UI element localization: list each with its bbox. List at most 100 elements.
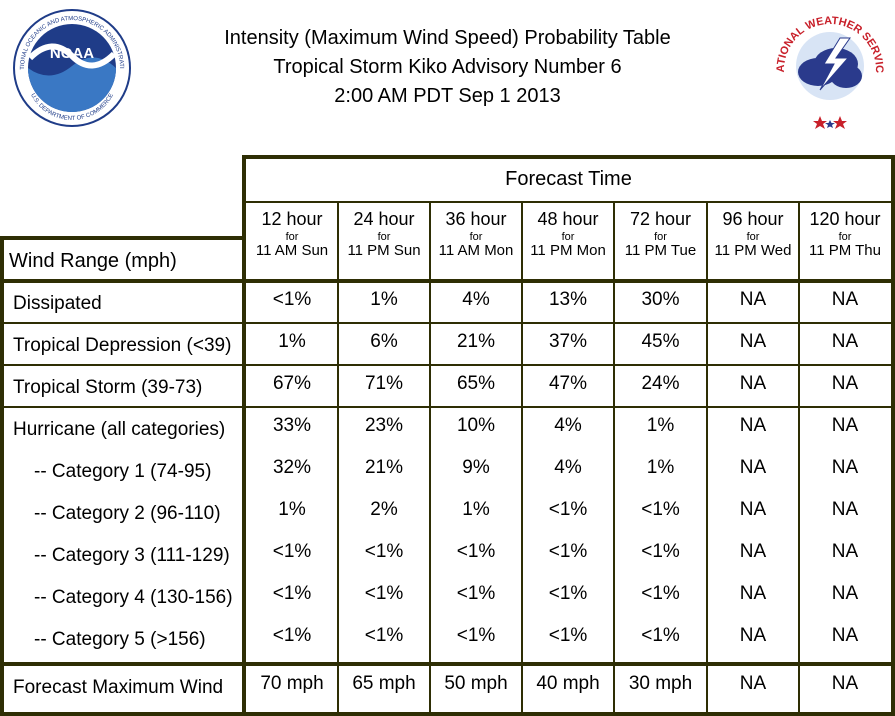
table-cell: NA xyxy=(831,373,859,394)
table-cell: 4% xyxy=(554,415,582,436)
table-cell: NA xyxy=(831,625,859,646)
column-divider xyxy=(429,203,431,716)
label-column-border xyxy=(242,155,246,716)
table-cell: <1% xyxy=(456,583,496,604)
table-cell: <1% xyxy=(364,583,404,604)
star-icon xyxy=(813,116,827,129)
row-label: -- Category 5 (>156) xyxy=(34,629,206,650)
table-cell: 65 mph xyxy=(352,673,416,694)
star-icon xyxy=(825,120,835,128)
table-cell: 10% xyxy=(456,415,496,436)
column-hour: 72 hour xyxy=(629,209,692,229)
column-header: 48 hour for 11 PM Mon xyxy=(522,207,614,259)
star-icon xyxy=(833,116,847,129)
table-cell: 30 mph xyxy=(628,673,693,694)
column-time: 11 PM Mon xyxy=(530,242,606,259)
table-cell: <1% xyxy=(272,289,312,310)
row-label: -- Category 2 (96-110) xyxy=(34,503,221,524)
table-cell: NA xyxy=(739,541,767,562)
column-for: for xyxy=(838,231,852,243)
table-border-bottom xyxy=(0,712,895,716)
table-cell: 2% xyxy=(370,499,398,520)
row-label: Tropical Storm (39-73) xyxy=(13,377,203,398)
column-time: 11 PM Sun xyxy=(347,242,421,259)
table-cell: <1% xyxy=(641,625,680,646)
column-hour: 96 hour xyxy=(722,209,784,229)
column-time: 11 PM Thu xyxy=(809,242,881,259)
table-cell: 30% xyxy=(641,289,680,310)
table-cell: 37% xyxy=(548,331,588,352)
table-cell: 6% xyxy=(370,331,398,352)
row-label: Hurricane (all categories) xyxy=(13,419,226,440)
column-header: 96 hour for 11 PM Wed xyxy=(707,207,799,259)
table-cell: 24% xyxy=(641,373,680,394)
row-divider xyxy=(0,406,895,408)
column-header: 72 hour for 11 PM Tue xyxy=(614,207,707,259)
table-cell: 23% xyxy=(364,415,404,436)
row-label: Forecast Maximum Wind xyxy=(13,677,224,698)
table-cell: NA xyxy=(831,541,859,562)
wind-range-header: Wind Range (mph) xyxy=(9,249,177,272)
table-cell: NA xyxy=(831,415,859,436)
title-line-2: Tropical Storm Kiko Advisory Number 6 xyxy=(273,56,622,78)
column-hour: 36 hour xyxy=(445,209,507,229)
column-hour: 120 hour xyxy=(809,209,881,229)
column-divider xyxy=(706,203,708,716)
table-cell: 1% xyxy=(278,331,306,352)
column-divider xyxy=(613,203,615,716)
table-cell: NA xyxy=(831,673,859,694)
row-label: Tropical Depression (<39) xyxy=(13,335,232,356)
column-for: for xyxy=(285,231,299,243)
column-for: for xyxy=(561,231,575,243)
table-cell: 4% xyxy=(462,289,490,310)
table-cell: NA xyxy=(831,499,859,520)
table-cell: NA xyxy=(831,289,859,310)
title-line-3: 2:00 AM PDT Sep 1 2013 xyxy=(334,85,561,107)
table-cell: <1% xyxy=(272,541,312,562)
table-cell: NA xyxy=(739,499,767,520)
table-cell: <1% xyxy=(548,583,588,604)
table-cell: 50 mph xyxy=(444,673,508,694)
table-cell: NA xyxy=(739,673,767,694)
row-header-border-top xyxy=(0,236,246,240)
table-cell: <1% xyxy=(548,499,588,520)
column-header: 12 hour for 11 AM Sun xyxy=(246,207,338,259)
column-for: for xyxy=(469,231,483,243)
table-cell: <1% xyxy=(641,541,680,562)
table-cell: <1% xyxy=(364,541,404,562)
column-time: 11 AM Sun xyxy=(255,242,329,259)
header-divider xyxy=(244,201,895,203)
table-cell: 40 mph xyxy=(536,673,600,694)
column-for: for xyxy=(654,231,667,243)
table-cell: NA xyxy=(739,415,767,436)
row-label: -- Category 4 (130-156) xyxy=(34,587,233,608)
table-cell: 67% xyxy=(272,373,312,394)
header-bottom-border xyxy=(0,279,895,283)
table-cell: 65% xyxy=(456,373,496,394)
column-header: 120 hour for 11 PM Thu xyxy=(799,207,891,259)
column-hour: 48 hour xyxy=(537,209,599,229)
title-line-1: Intensity (Maximum Wind Speed) Probabili… xyxy=(224,27,671,49)
table-cell: NA xyxy=(739,625,767,646)
noaa-logo: NOAA NATIONAL OCEANIC AND ATMOSPHERIC AD… xyxy=(12,8,131,127)
column-hour: 12 hour xyxy=(261,209,323,229)
table-cell: <1% xyxy=(641,583,680,604)
table-cell: 9% xyxy=(462,457,490,478)
table-cell: NA xyxy=(739,331,767,352)
column-for: for xyxy=(377,231,391,243)
table-cell: <1% xyxy=(456,625,496,646)
nws-logo: NATIONAL WEATHER SERVICE xyxy=(770,8,886,129)
table-cell: NA xyxy=(831,457,859,478)
table-cell: 4% xyxy=(554,457,582,478)
row-label: -- Category 1 (74-95) xyxy=(34,461,212,482)
table-cell: 71% xyxy=(364,373,404,394)
table-border-right xyxy=(891,155,895,716)
column-divider xyxy=(337,203,339,716)
table-cell: NA xyxy=(739,583,767,604)
column-for: for xyxy=(746,231,760,243)
table-cell: 1% xyxy=(646,415,675,436)
table-cell: 45% xyxy=(641,331,680,352)
table-cell: 21% xyxy=(456,331,496,352)
table-cell: <1% xyxy=(364,625,404,646)
